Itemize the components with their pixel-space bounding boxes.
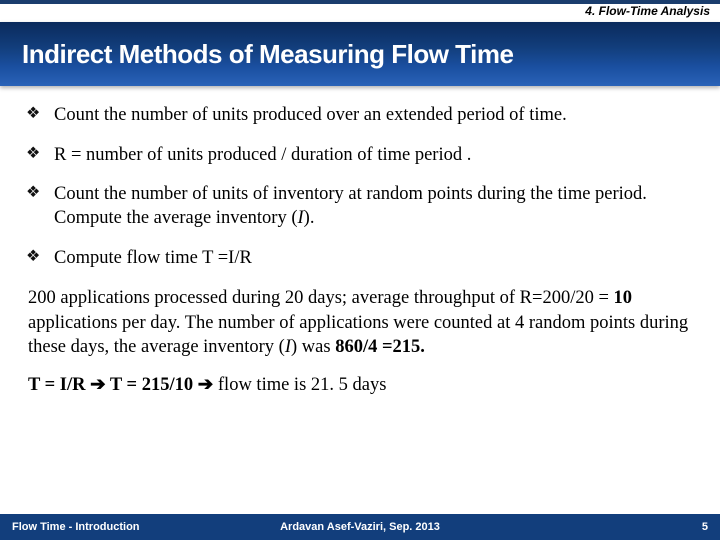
footer-page-number: 5 <box>702 521 708 533</box>
slide-body: Count the number of units produced over … <box>0 86 720 540</box>
bullet-item: Compute flow time T =I/R <box>26 247 694 271</box>
footer-left: Flow Time - Introduction <box>12 521 140 533</box>
example-paragraph: 200 applications processed during 20 day… <box>28 286 694 359</box>
example-result: T = I/R ➔ T = 215/10 ➔ flow time is 21. … <box>28 372 694 397</box>
title-bar: Indirect Methods of Measuring Flow Time <box>0 22 720 86</box>
bullet-list: Count the number of units produced over … <box>26 104 694 270</box>
slide: 4. Flow-Time Analysis Indirect Methods o… <box>0 0 720 540</box>
example-block: 200 applications processed during 20 day… <box>26 286 694 397</box>
bullet-item: Count the number of units produced over … <box>26 104 694 128</box>
footer-bar: Flow Time - Introduction Ardavan Asef-Va… <box>0 514 720 540</box>
slide-title: Indirect Methods of Measuring Flow Time <box>22 39 513 70</box>
chapter-label: 4. Flow-Time Analysis <box>585 4 710 18</box>
bullet-item: R = number of units produced / duration … <box>26 144 694 168</box>
bullet-item: Count the number of units of inventory a… <box>26 183 694 230</box>
